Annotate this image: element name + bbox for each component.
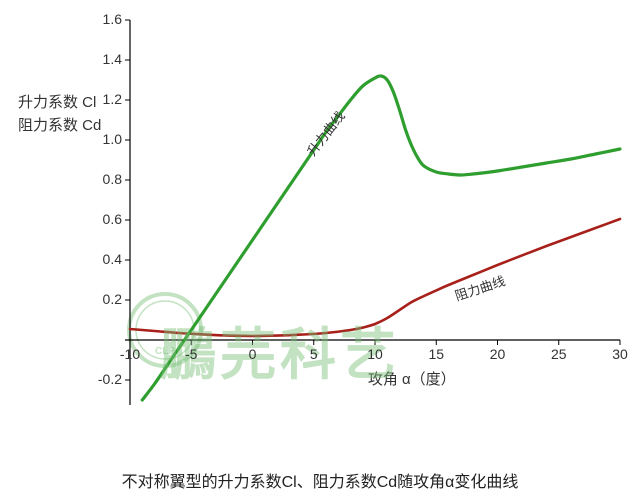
x-axis-label: 攻角 α（度）	[332, 368, 492, 389]
y-tick-label: 1.2	[82, 91, 122, 107]
y-tick-label: 1.4	[82, 51, 122, 67]
chart-svg: CLP	[0, 0, 640, 500]
chart-caption: 不对称翼型的升力系数Cl、阻力系数Cd随攻角α变化曲线	[0, 468, 640, 492]
y-tick-label: -0.2	[82, 371, 122, 387]
y-tick-label: 1.6	[82, 11, 122, 27]
y-tick-label: 1.0	[82, 131, 122, 147]
x-tick-label: 10	[355, 346, 395, 362]
x-tick-label: 20	[478, 346, 518, 362]
y-tick-label: 0.6	[82, 211, 122, 227]
x-tick-label: -10	[110, 346, 150, 362]
y-tick-label: 0.8	[82, 171, 122, 187]
x-tick-label: 15	[416, 346, 456, 362]
y-tick-label: 0.2	[82, 291, 122, 307]
x-tick-label: 0	[233, 346, 273, 362]
x-tick-label: -5	[171, 346, 211, 362]
x-tick-label: 5	[294, 346, 334, 362]
x-tick-label: 30	[600, 346, 640, 362]
y-tick-label: 0.4	[82, 251, 122, 267]
x-tick-label: 25	[539, 346, 579, 362]
